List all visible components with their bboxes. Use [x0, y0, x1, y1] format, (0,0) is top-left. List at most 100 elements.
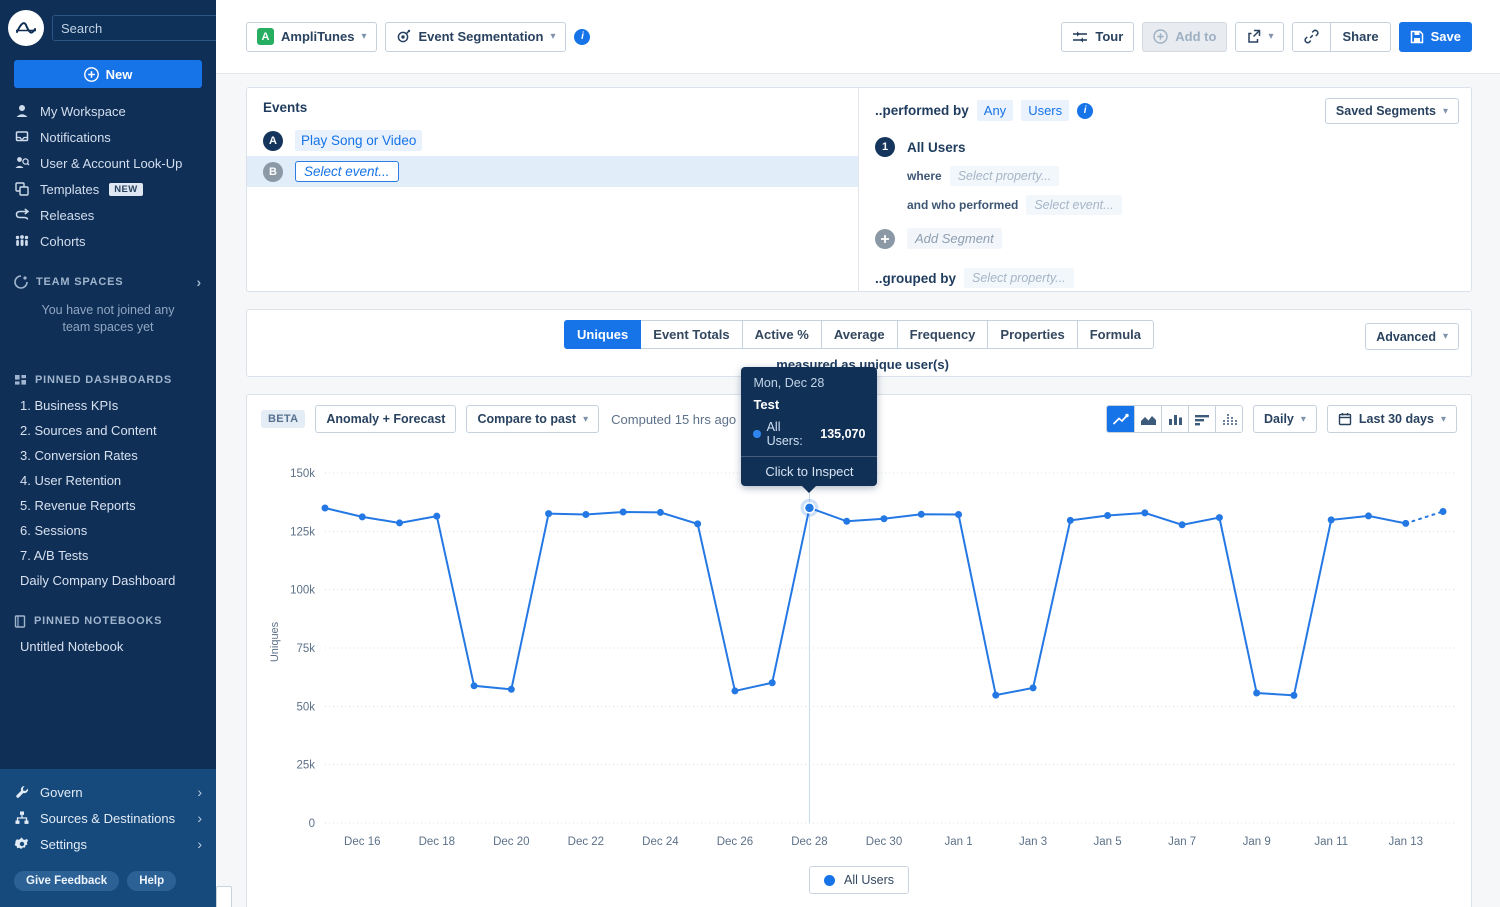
search-input[interactable] — [61, 20, 237, 36]
bar-chart-icon[interactable] — [1161, 406, 1188, 432]
svg-text:Jan 9: Jan 9 — [1243, 836, 1271, 848]
project-selector[interactable]: A AmpliTunes ▾ — [246, 21, 378, 52]
tab-uniques[interactable]: Uniques — [563, 320, 642, 349]
sidebar-item-sources-destinations[interactable]: Sources & Destinations › — [0, 805, 216, 831]
svg-text:Jan 11: Jan 11 — [1314, 836, 1348, 848]
tab-frequency[interactable]: Frequency — [896, 320, 989, 349]
sidebar-item-my-workspace[interactable]: My Workspace — [0, 98, 216, 124]
team-spaces-header[interactable]: TEAM SPACES › — [0, 268, 216, 296]
line-chart-icon[interactable] — [1107, 406, 1134, 432]
advanced-button[interactable]: Advanced ▾ — [1365, 323, 1459, 350]
wrench-icon — [16, 786, 29, 798]
computed-timestamp: Computed 15 hrs ago — [611, 411, 737, 427]
user-search-icon — [15, 157, 30, 168]
analysis-type-selector[interactable]: Event Segmentation ▾ — [385, 21, 567, 52]
performed-by-users-chip[interactable]: Users — [1021, 100, 1070, 121]
svg-text:Jan 3: Jan 3 — [1019, 836, 1047, 848]
legend-all-users[interactable]: All Users — [808, 866, 909, 894]
svg-text:150k: 150k — [290, 468, 315, 480]
dashboard-link[interactable]: 5. Revenue Reports — [20, 497, 136, 513]
saved-segments-button[interactable]: Saved Segments ▾ — [1324, 98, 1459, 124]
help-button[interactable]: Help — [127, 871, 177, 891]
sidebar-item-cohorts[interactable]: Cohorts — [0, 228, 216, 254]
export-icon — [1248, 29, 1261, 43]
sidebar-item-notifications[interactable]: Notifications — [0, 124, 216, 150]
give-feedback-button[interactable]: Give Feedback — [14, 871, 120, 891]
notebook-link[interactable]: Untitled Notebook — [20, 638, 124, 654]
collapse-panel-handle[interactable]: ◀ — [216, 886, 232, 907]
tab-average[interactable]: Average — [820, 320, 898, 349]
main-area: A AmpliTunes ▾ Event Segmentation ▾ i To… — [216, 0, 1500, 907]
sidebar: New My Workspace Notifications User & Ac… — [0, 0, 266, 907]
tooltip-series-label: All Users: — [766, 419, 803, 448]
compare-to-past-button[interactable]: Compare to past ▾ — [466, 405, 600, 433]
sidebar-item-templates[interactable]: Templates NEW — [0, 176, 216, 202]
chevron-right-icon[interactable]: › — [196, 274, 202, 290]
dashboard-link[interactable]: 6. Sessions — [20, 522, 88, 538]
area-chart-icon[interactable] — [1134, 406, 1161, 432]
line-chart[interactable]: 0 25k 50k 75k 100k 125k 150k Dec 16 Dec 18 Dec 20… — [247, 445, 1471, 860]
chevron-right-icon[interactable]: › — [197, 836, 202, 852]
svg-text:Dec 22: Dec 22 — [568, 836, 604, 848]
distribution-chart-icon[interactable] — [1215, 406, 1242, 432]
grouped-by-property-placeholder[interactable]: Select property... — [964, 268, 1074, 288]
chevron-right-icon[interactable]: › — [197, 810, 202, 826]
dashboard-link[interactable]: 4. User Retention — [20, 472, 122, 488]
event-row-b[interactable]: B Select event... — [247, 156, 858, 187]
tab-event-totals[interactable]: Event Totals — [640, 320, 743, 349]
dashboard-link[interactable]: Daily Company Dashboard — [20, 572, 176, 588]
chart-panel: BETA Anomaly + Forecast Compare to past … — [246, 366, 1472, 907]
add-to-button[interactable]: Add to — [1142, 21, 1228, 52]
notifications-icon — [15, 131, 29, 142]
interval-selector[interactable]: Daily ▾ — [1253, 405, 1317, 433]
date-range-selector[interactable]: Last 30 days ▾ — [1326, 405, 1457, 433]
svg-text:Dec 26: Dec 26 — [717, 836, 753, 848]
event-row-a[interactable]: A Play Song or Video — [247, 125, 858, 156]
link-icon — [1304, 29, 1320, 44]
svg-text:Dec 20: Dec 20 — [493, 836, 529, 848]
segment-name[interactable]: All Users — [907, 139, 966, 155]
export-button[interactable]: ▾ — [1235, 21, 1285, 52]
sidebar-item-releases[interactable]: Releases — [0, 202, 216, 228]
dashboard-link[interactable]: 2. Sources and Content — [20, 422, 157, 438]
chevron-down-icon: ▾ — [361, 31, 367, 42]
new-button[interactable]: New — [14, 60, 202, 88]
calendar-icon — [1338, 413, 1352, 426]
pinned-dashboards-header: PINNED DASHBOARDS — [0, 368, 216, 393]
dashboard-link[interactable]: 7. A/B Tests — [20, 547, 89, 563]
sitemap-icon — [15, 811, 29, 824]
info-icon[interactable]: i — [1077, 102, 1094, 119]
share-group: Share — [1292, 21, 1391, 52]
select-event-input[interactable]: Select event... — [295, 161, 399, 182]
project-badge: A — [257, 28, 274, 45]
tab-properties[interactable]: Properties — [987, 320, 1078, 349]
info-icon[interactable]: i — [574, 28, 591, 45]
add-segment-plus-icon[interactable] — [875, 228, 895, 249]
sidebar-item-govern[interactable]: Govern › — [0, 779, 216, 805]
horizontal-bars-icon[interactable] — [1188, 406, 1215, 432]
add-segment-button[interactable]: Add Segment — [907, 228, 1002, 249]
amplitude-logo-icon[interactable] — [8, 10, 44, 46]
svg-text:Jan 1: Jan 1 — [944, 836, 972, 848]
dashboard-link[interactable]: 1. Business KPIs — [20, 397, 119, 413]
chevron-down-icon: ▾ — [1268, 31, 1274, 42]
dashboard-link[interactable]: 3. Conversion Rates — [20, 447, 138, 463]
tooltip-inspect-link[interactable]: Click to Inspect — [741, 455, 878, 486]
tab-formula[interactable]: Formula — [1076, 320, 1155, 349]
sidebar-item-settings[interactable]: Settings › — [0, 831, 216, 857]
tab-active-pct[interactable]: Active % — [741, 320, 822, 349]
chart-area[interactable]: Uniques 0 25k 50k 75k 100k 125k 150k Dec 16 Dec … — [247, 366, 1471, 860]
events-title: Events — [263, 100, 308, 115]
share-button[interactable]: Share — [1330, 22, 1389, 51]
anomaly-forecast-button[interactable]: Anomaly + Forecast — [315, 405, 457, 433]
tour-button[interactable]: Tour — [1061, 21, 1135, 52]
save-button[interactable]: Save — [1398, 21, 1472, 52]
grouped-by-label: ..grouped by — [875, 270, 956, 286]
where-property-placeholder[interactable]: Select property... — [949, 166, 1060, 186]
sidebar-item-user-account-lookup[interactable]: User & Account Look-Up — [0, 150, 216, 176]
performed-by-any-chip[interactable]: Any — [976, 100, 1014, 121]
chevron-right-icon[interactable]: › — [197, 784, 202, 800]
copy-link-button[interactable] — [1293, 23, 1330, 51]
who-performed-event-placeholder[interactable]: Select event... — [1026, 195, 1122, 215]
event-a-name[interactable]: Play Song or Video — [295, 130, 423, 151]
